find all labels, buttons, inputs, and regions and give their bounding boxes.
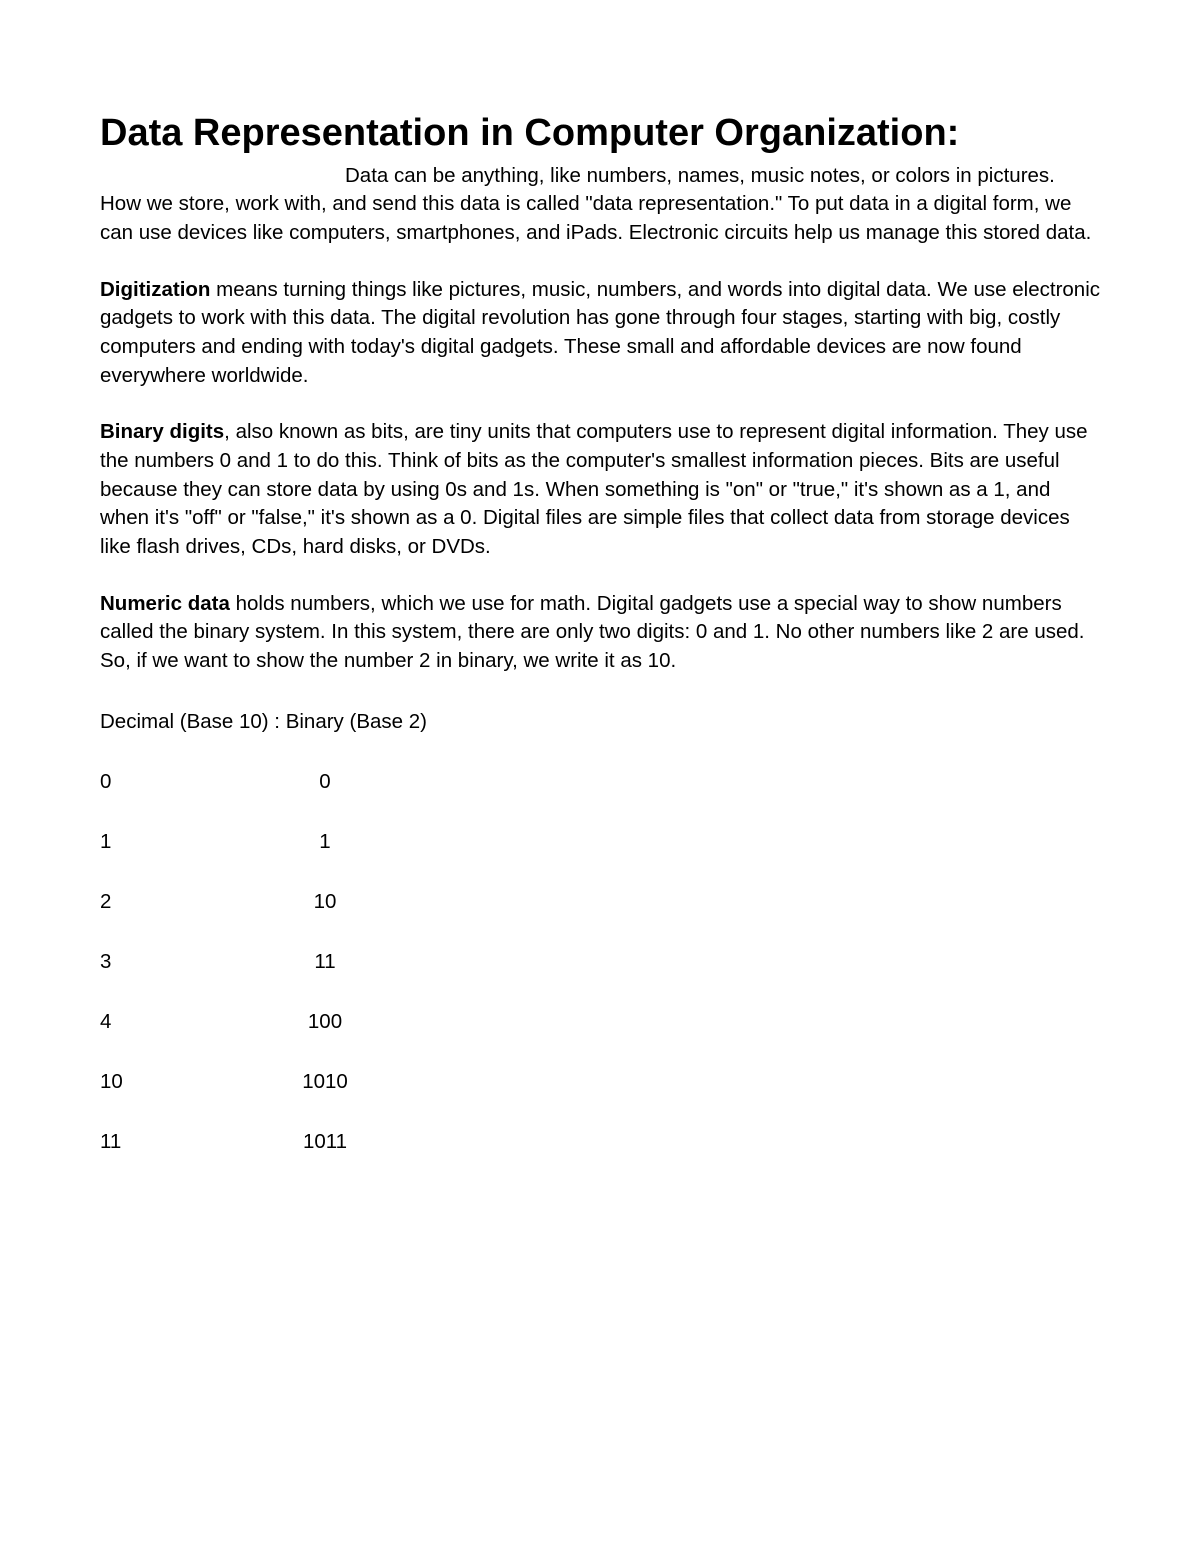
decimal-cell: 2 xyxy=(100,890,275,914)
binary-cell: 10 xyxy=(275,890,375,914)
numeric-paragraph: Numeric data holds numbers, which we use… xyxy=(100,590,1100,676)
decimal-cell: 4 xyxy=(100,1010,275,1034)
intro-paragraph: Data can be anything, like numbers, name… xyxy=(100,162,1100,248)
numeric-lead: Numeric data xyxy=(100,592,230,615)
decimal-cell: 1 xyxy=(100,830,275,854)
decimal-cell: 11 xyxy=(100,1130,275,1154)
digitization-lead: Digitization xyxy=(100,278,210,301)
binary-cell: 1011 xyxy=(275,1130,375,1154)
table-row: 11 xyxy=(100,830,1100,854)
table-row: 00 xyxy=(100,770,1100,794)
binary-rest: , also known as bits, are tiny units tha… xyxy=(100,420,1088,558)
binary-cell: 11 xyxy=(275,950,375,974)
digitization-paragraph: Digitization means turning things like p… xyxy=(100,276,1100,391)
table-row: 210 xyxy=(100,890,1100,914)
table-row: 4100 xyxy=(100,1010,1100,1034)
binary-cell: 0 xyxy=(275,770,375,794)
table-row: 101010 xyxy=(100,1070,1100,1094)
decimal-cell: 0 xyxy=(100,770,275,794)
page-title: Data Representation in Computer Organiza… xyxy=(100,110,1100,158)
binary-cell: 1010 xyxy=(275,1070,375,1094)
conversion-table-header: Decimal (Base 10) : Binary (Base 2) xyxy=(100,710,1100,734)
binary-lead: Binary digits xyxy=(100,420,224,443)
binary-cell: 100 xyxy=(275,1010,375,1034)
conversion-table: 00112103114100101010111011 xyxy=(100,770,1100,1154)
decimal-cell: 3 xyxy=(100,950,275,974)
digitization-rest: means turning things like pictures, musi… xyxy=(100,278,1100,387)
table-row: 311 xyxy=(100,950,1100,974)
decimal-cell: 10 xyxy=(100,1070,275,1094)
table-row: 111011 xyxy=(100,1130,1100,1154)
numeric-rest: holds numbers, which we use for math. Di… xyxy=(100,592,1084,672)
intro-text: Data can be anything, like numbers, name… xyxy=(100,164,1091,244)
binary-cell: 1 xyxy=(275,830,375,854)
binary-paragraph: Binary digits, also known as bits, are t… xyxy=(100,418,1100,561)
